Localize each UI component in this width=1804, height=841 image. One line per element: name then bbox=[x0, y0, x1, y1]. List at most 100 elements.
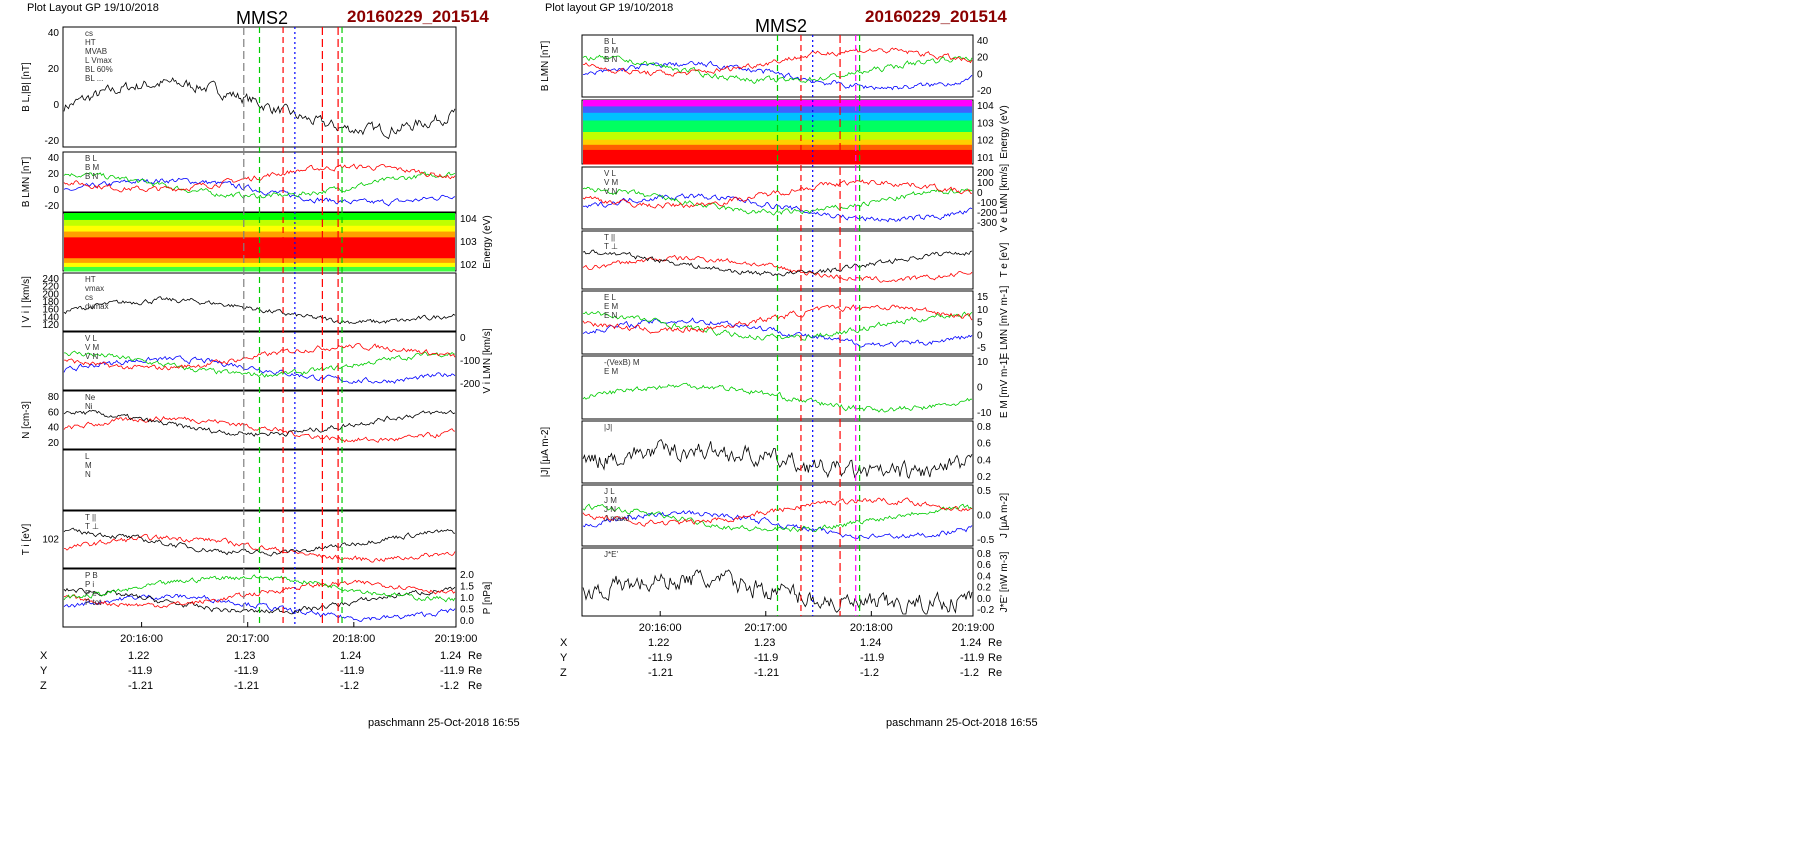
right-elmn-series bbox=[582, 317, 973, 348]
left-footer: paschmann 25-Oct-2018 16:55 bbox=[368, 717, 520, 729]
right-ve-series bbox=[582, 179, 973, 209]
y-axis-label: J*E' [nW m-3] bbox=[999, 551, 1010, 612]
orbit-label: X bbox=[40, 650, 48, 662]
y-axis-label: V e LMN [km/s] bbox=[999, 164, 1010, 233]
left-panel-ti: 102 T i [eV] T ||T ⊥ bbox=[21, 510, 457, 569]
legend-entry: V M bbox=[85, 343, 100, 352]
orbit-label: Z bbox=[560, 667, 567, 679]
y-tick-label: 103 bbox=[460, 237, 477, 248]
orbit-value: -1.21 bbox=[234, 680, 260, 692]
legend-entry: V N bbox=[604, 187, 618, 196]
y-axis-label: P [nPa] bbox=[482, 581, 493, 614]
right-jlmn-series bbox=[582, 510, 973, 540]
legend-entry: vmax bbox=[85, 284, 104, 293]
y-tick-label: -100 bbox=[977, 198, 997, 209]
y-tick-label: 2.0 bbox=[460, 570, 474, 581]
y-tick-label: 103 bbox=[977, 118, 994, 129]
orbit-value: 1.24 bbox=[340, 650, 362, 662]
orbit-value: -11.9 bbox=[754, 652, 779, 664]
legend-entry: V L bbox=[604, 169, 617, 178]
legend-entry: P B bbox=[85, 571, 98, 580]
orbit-value: -1.2 bbox=[860, 667, 879, 679]
orbit-value: -11.9 bbox=[440, 665, 465, 677]
legend-entry: V L bbox=[85, 334, 98, 343]
right-footer: paschmann 25-Oct-2018 16:55 bbox=[886, 717, 1038, 729]
orbit-value: 1.24 bbox=[860, 637, 882, 649]
y-axis-label: T i [eV] bbox=[21, 524, 32, 556]
y-tick-label: 0.2 bbox=[977, 472, 991, 483]
legend-entry: J*E' bbox=[604, 550, 618, 559]
y-tick-label: 0 bbox=[53, 185, 59, 196]
legend-entry: B M bbox=[85, 163, 100, 172]
orbit-value: -1.2 bbox=[440, 680, 459, 692]
legend-entry: E M bbox=[604, 302, 619, 311]
y-tick-label: 20 bbox=[48, 64, 60, 75]
y-tick-label: 0.0 bbox=[977, 511, 991, 522]
y-tick-label: 40 bbox=[48, 153, 60, 164]
orbit-value: 1.23 bbox=[234, 650, 256, 662]
orbit-unit: Re bbox=[468, 650, 483, 662]
legend-entry: E M bbox=[604, 367, 619, 376]
y-tick-label: -10 bbox=[977, 408, 992, 419]
left-blmn-series bbox=[63, 171, 456, 200]
legend-entry: P i bbox=[85, 580, 94, 589]
y-tick-label: 0.4 bbox=[977, 571, 991, 582]
legend-entry: J L bbox=[604, 487, 615, 496]
orbit-value: -11.9 bbox=[860, 652, 885, 664]
legend-entry: -(VexB) M bbox=[604, 358, 640, 367]
legend-entry: Ne bbox=[85, 393, 96, 402]
legend-entry: T || bbox=[604, 233, 615, 242]
legend-entry: E L bbox=[604, 293, 617, 302]
orbit-value: 1.22 bbox=[648, 637, 670, 649]
legend-entry: B L bbox=[604, 37, 617, 46]
legend-entry: P tot bbox=[85, 598, 102, 607]
y-tick-label: 20 bbox=[48, 438, 60, 449]
legend-entry: J M bbox=[604, 496, 617, 505]
orbit-value: -1.2 bbox=[960, 667, 979, 679]
y-tick-label: 0.8 bbox=[977, 549, 991, 560]
legend-entry: M bbox=[85, 461, 92, 470]
x-tick-label: 20:16:00 bbox=[639, 622, 682, 634]
orbit-value: 1.24 bbox=[960, 637, 982, 649]
y-tick-label: 0 bbox=[977, 383, 983, 394]
y-tick-label: 10 bbox=[977, 305, 989, 316]
y-tick-label: 0.0 bbox=[977, 594, 991, 605]
legend-entry: T ⊥ bbox=[85, 522, 99, 531]
y-tick-label: 200 bbox=[977, 168, 994, 179]
y-tick-label: 240 bbox=[42, 274, 59, 285]
x-tick-label: 20:18:00 bbox=[332, 633, 375, 645]
left-panel-spec: 104 103 102 Energy (eV) bbox=[62, 212, 493, 272]
left-plot-header: Plot Layout GP 19/10/2018 bbox=[27, 2, 159, 14]
y-tick-label: 0.0 bbox=[460, 616, 474, 627]
orbit-unit: Re bbox=[988, 667, 1003, 679]
spectrogram-band bbox=[64, 213, 455, 221]
orbit-value: 1.24 bbox=[440, 650, 462, 662]
y-tick-label: 0 bbox=[977, 330, 983, 341]
y-tick-label: 0 bbox=[53, 100, 59, 111]
y-axis-label: V i LMN [km/s] bbox=[482, 328, 493, 393]
y-tick-label: -0.2 bbox=[977, 605, 995, 616]
y-tick-label: 20 bbox=[977, 53, 989, 64]
right-ve-series bbox=[582, 186, 973, 216]
legend-entry: HT bbox=[85, 38, 96, 47]
y-axis-label: T e [eV] bbox=[999, 242, 1010, 277]
legend-entry: B M bbox=[604, 46, 619, 55]
orbit-value: -1.21 bbox=[648, 667, 674, 679]
x-tick-label: 20:16:00 bbox=[120, 633, 163, 645]
y-tick-label: 160 bbox=[42, 305, 59, 316]
orbit-row: Y -11.9 -11.9 -11.9 -11.9 Re bbox=[560, 652, 1040, 666]
y-tick-label: -5 bbox=[977, 343, 986, 354]
orbit-row: X 1.22 1.23 1.24 1.24 Re bbox=[40, 650, 520, 664]
legend-entry: MVAB bbox=[85, 47, 107, 56]
y-axis-label: | V i | [km/s] bbox=[21, 276, 32, 328]
y-tick-label: 102 bbox=[977, 136, 994, 147]
y-tick-label: 0.5 bbox=[460, 605, 474, 616]
left-bl-series bbox=[63, 77, 456, 140]
right-te-series bbox=[582, 249, 973, 277]
y-tick-label: -300 bbox=[977, 218, 997, 229]
orbit-value: -11.9 bbox=[128, 665, 153, 677]
y-tick-label: 60 bbox=[48, 407, 60, 418]
orbit-value: -1.21 bbox=[754, 667, 780, 679]
legend-entry: HT bbox=[85, 275, 96, 284]
